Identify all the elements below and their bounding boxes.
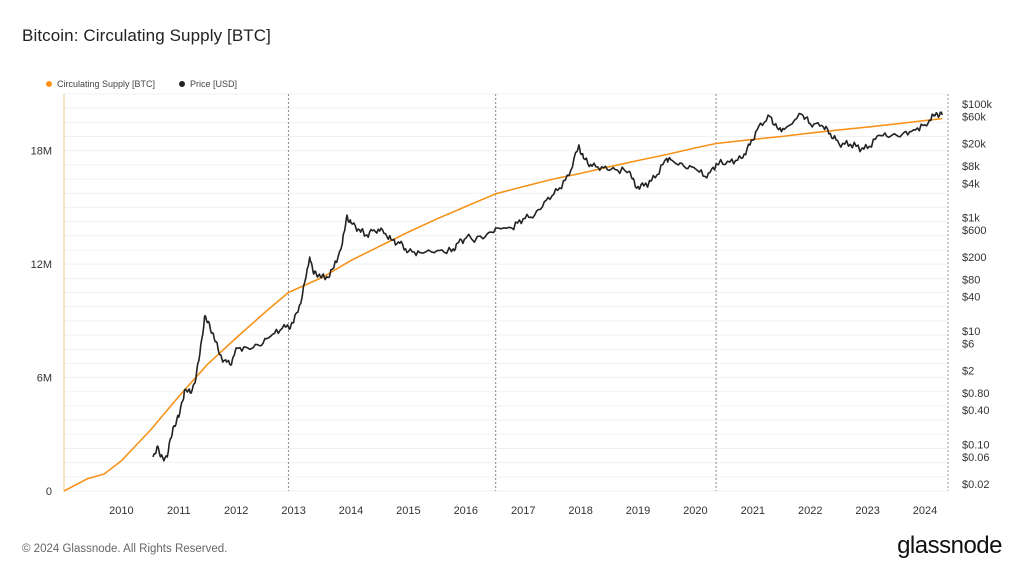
legend-label-price: Price [USD] bbox=[190, 79, 238, 89]
x-tick-label: 2010 bbox=[109, 505, 133, 517]
y-right-tick-label: $0.40 bbox=[962, 405, 990, 417]
y-right-tick-label: $0.80 bbox=[962, 388, 990, 400]
y-right-tick-label: $0.10 bbox=[962, 439, 990, 451]
gridlines bbox=[64, 93, 948, 492]
series-line-supply bbox=[63, 117, 943, 492]
y-right-tick-label: $100k bbox=[962, 99, 992, 111]
legend-dot-price bbox=[179, 81, 186, 87]
y-right-tick-label: $200 bbox=[962, 252, 986, 264]
x-tick-label: 2014 bbox=[339, 505, 363, 517]
brand-logo[interactable]: glassnode bbox=[897, 532, 1002, 559]
y-right-tick-label: $60k bbox=[962, 112, 986, 124]
copyright: © 2024 Glassnode. All Rights Reserved. bbox=[22, 543, 228, 555]
y-right-tick-label: $80 bbox=[962, 275, 980, 287]
axes bbox=[63, 94, 949, 491]
x-tick-label: 2018 bbox=[568, 505, 592, 517]
series-lines bbox=[63, 111, 944, 492]
y-right-tick-label: $600 bbox=[962, 225, 986, 237]
y-right-tick-label: $0.02 bbox=[962, 479, 990, 491]
y-right-tick-label: $40 bbox=[962, 292, 980, 304]
x-tick-label: 2015 bbox=[396, 505, 420, 517]
y-right-tick-label: $10 bbox=[962, 326, 980, 338]
chart-legend: Circulating Supply [BTC] Price [USD] bbox=[46, 79, 237, 89]
x-tick-label: 2022 bbox=[798, 505, 822, 517]
x-tick-label: 2013 bbox=[281, 505, 305, 517]
x-tick-label: 2012 bbox=[224, 505, 248, 517]
legend-item-supply[interactable]: Circulating Supply [BTC] bbox=[46, 79, 155, 89]
series-line-price bbox=[152, 111, 944, 462]
y-left-tick-label: 12M bbox=[31, 259, 52, 271]
y-right-tick-label: $0.06 bbox=[962, 452, 990, 464]
y-left-tick-label: 0 bbox=[46, 486, 52, 498]
y-right-tick-label: $4k bbox=[962, 178, 980, 190]
y-right-tick-label: $8k bbox=[962, 161, 980, 173]
legend-label-supply: Circulating Supply [BTC] bbox=[57, 79, 156, 89]
legend-item-price[interactable]: Price [USD] bbox=[179, 79, 237, 89]
tick-labels: 2010 2011 2012 2013 2014 2015 2016 2017 2018 2019… bbox=[31, 99, 993, 517]
y-left-tick-label: 18M bbox=[31, 146, 52, 158]
legend-dot-supply bbox=[46, 81, 52, 87]
x-tick-label: 2017 bbox=[511, 505, 535, 517]
x-tick-label: 2019 bbox=[626, 505, 650, 517]
x-tick-label: 2023 bbox=[855, 505, 879, 517]
x-tick-label: 2011 bbox=[167, 505, 191, 517]
x-tick-label: 2021 bbox=[741, 505, 765, 517]
y-right-tick-label: $2 bbox=[962, 365, 974, 377]
y-right-tick-label: $6 bbox=[962, 338, 974, 350]
y-left-tick-label: 6M bbox=[37, 373, 52, 385]
y-right-tick-label: $20k bbox=[962, 139, 986, 151]
chart-title: Bitcoin: Circulating Supply [BTC] bbox=[22, 26, 271, 45]
y-right-tick-label: $1k bbox=[962, 212, 980, 224]
x-tick-label: 2020 bbox=[683, 505, 707, 517]
x-tick-label: 2024 bbox=[913, 505, 937, 517]
x-tick-label: 2016 bbox=[454, 505, 478, 517]
